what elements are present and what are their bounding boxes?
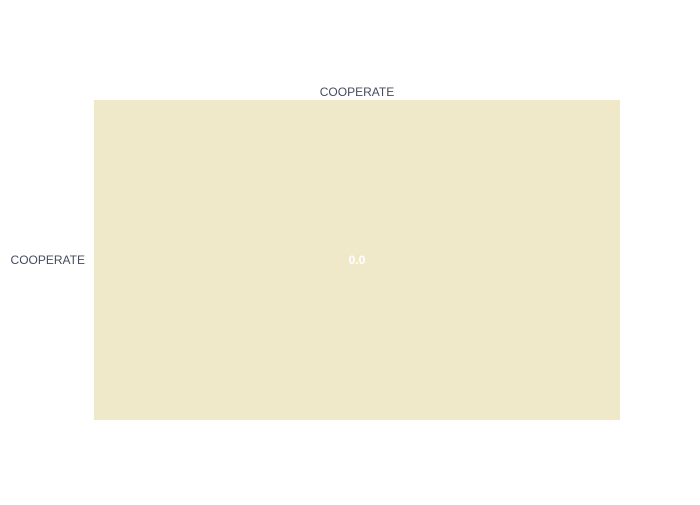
heatmap-cell-label: 0.0 [349, 253, 366, 267]
x-axis-tick-label: COOPERATE [320, 85, 394, 99]
heatmap-cell [94, 100, 620, 420]
x-axis-tick-labels: COOPERATE [320, 85, 394, 99]
y-axis-tick-labels: COOPERATE [11, 253, 85, 267]
y-axis-tick-label: COOPERATE [11, 253, 85, 267]
heatmap-cells: 0.0 [94, 100, 620, 420]
